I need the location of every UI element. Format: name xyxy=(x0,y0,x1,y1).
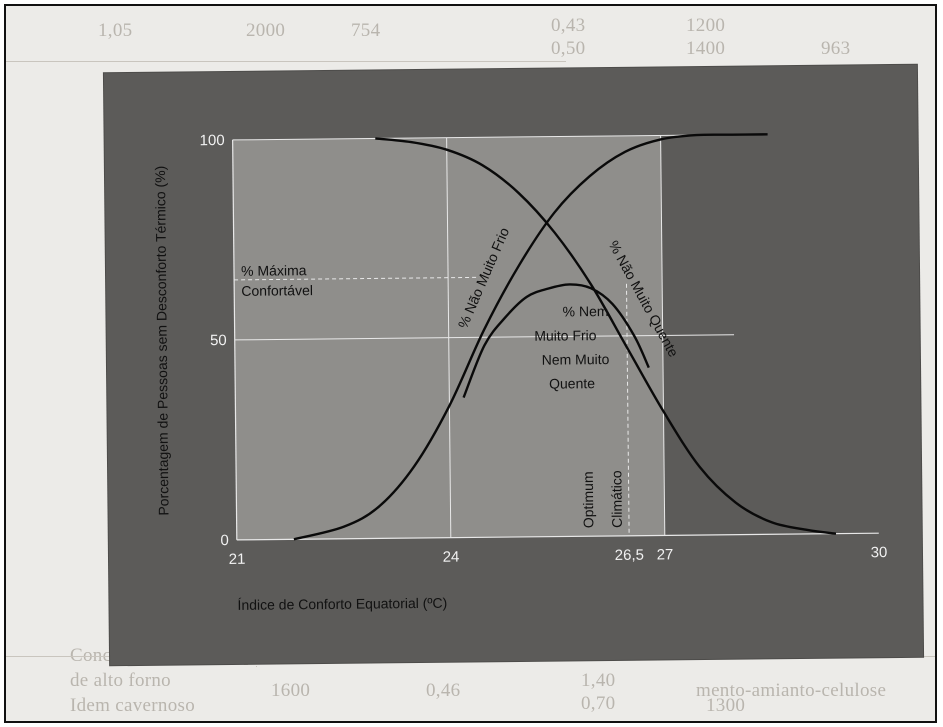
x-tick-label: 26,5 xyxy=(615,547,644,564)
y-tick-label: 0 xyxy=(220,532,229,549)
axes xyxy=(232,139,879,541)
annotation: Quente xyxy=(549,375,595,391)
background-text: 0,46 xyxy=(426,680,461,701)
annotation: Nem Muito xyxy=(542,351,610,368)
annotation: Climático xyxy=(608,470,625,528)
background-rule xyxy=(6,61,566,62)
background-text: 1300 xyxy=(706,695,746,716)
y-tick-label: 100 xyxy=(200,132,225,149)
series-nao-muito-frio xyxy=(293,133,768,541)
x-tick-label: 27 xyxy=(657,546,674,563)
curves xyxy=(293,133,837,541)
x-tick-label: 30 xyxy=(871,544,888,561)
tick-labels: 21 24 26,5 27 30 0 50 100 xyxy=(200,132,888,568)
grid-line-50 xyxy=(234,334,735,341)
background-text: 0,50 xyxy=(551,38,586,59)
background-text: 963 xyxy=(821,38,851,59)
x-tick-label: 24 xyxy=(443,549,460,566)
background-text: 1600 xyxy=(271,680,311,701)
grid-line-100 xyxy=(232,134,725,141)
background-text: 1,40 xyxy=(581,670,616,691)
background-text: 0,70 xyxy=(581,693,616,714)
background-text: 1400 xyxy=(686,38,726,59)
annotation: Confortável xyxy=(241,282,313,299)
chart-panel: 21 24 26,5 27 30 0 50 100 % Máxima Confortável% … xyxy=(103,64,924,666)
background-text: 754 xyxy=(351,20,381,41)
y-tick-label: 50 xyxy=(210,332,227,349)
background-text: Idem cavernoso xyxy=(70,695,196,716)
max-comfort-line xyxy=(234,276,477,281)
annotations: % Máxima Confortável % Nem Muito Frio Nem Mu… xyxy=(241,262,625,528)
x-axis xyxy=(236,532,879,541)
series-nem-frio-nem-quente xyxy=(462,283,650,398)
series-nao-muito-quente xyxy=(375,137,837,535)
background-text: mento-amianto-celulose xyxy=(696,680,887,701)
x-axis-label: Índice de Conforto Equatorial (ºC) xyxy=(237,595,447,613)
annotation: % Máxima xyxy=(241,262,307,279)
annotation: Optimum xyxy=(580,471,597,528)
annotation: Muito Frio xyxy=(534,327,597,344)
x-tick-label: 21 xyxy=(229,551,246,568)
y-axis-label: Porcentagem de Pessoas sem Desconforto T… xyxy=(152,166,172,516)
annotation: % Nem xyxy=(562,303,608,319)
background-rule xyxy=(256,666,257,667)
background-text: de alto forno xyxy=(70,670,171,691)
y-axis xyxy=(232,139,238,540)
background-text: 1200 xyxy=(686,15,726,36)
background-text: 1,05 xyxy=(98,20,133,41)
background-text: 2000 xyxy=(246,20,286,41)
grid xyxy=(232,134,735,538)
background-text: 0,43 xyxy=(551,15,586,36)
